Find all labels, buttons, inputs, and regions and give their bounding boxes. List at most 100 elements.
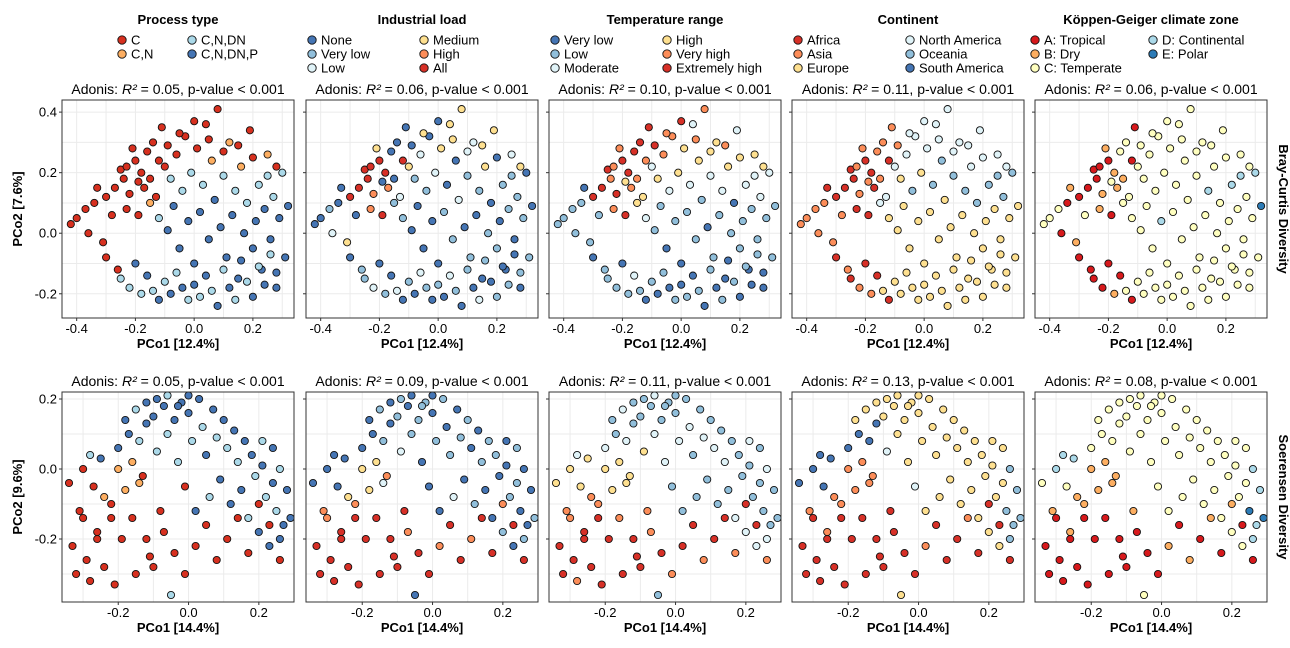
data-point	[837, 499, 846, 509]
data-point	[555, 541, 564, 551]
data-point	[457, 301, 466, 310]
panel-frame	[548, 391, 782, 603]
legend-label: High	[433, 47, 460, 62]
data-point	[849, 174, 858, 183]
data-point	[861, 259, 870, 268]
panel-frame	[548, 99, 782, 319]
data-point	[712, 283, 721, 292]
data-point	[970, 229, 979, 238]
legend-key-4-0	[1030, 35, 1040, 45]
data-point	[573, 576, 582, 586]
adonis-annotation: Adonis: R² = 0.05, p-value < 0.001	[71, 81, 284, 97]
data-point	[173, 401, 183, 411]
data-point	[519, 214, 528, 223]
legend-label: Low	[321, 61, 345, 76]
data-point	[745, 436, 754, 446]
data-point	[759, 506, 768, 516]
data-point	[706, 147, 715, 156]
data-point	[263, 150, 272, 159]
data-point	[1121, 138, 1131, 147]
y-tick-label: 0.0	[39, 226, 57, 241]
annotation-prefix: Adonis:	[71, 81, 122, 97]
data-point	[93, 183, 102, 192]
data-point	[902, 150, 911, 159]
data-point	[802, 569, 811, 579]
x-axis-title: PCo1 [12.4%]	[1110, 336, 1192, 351]
data-point	[925, 207, 935, 217]
data-point	[816, 576, 825, 586]
legend-label: North America	[919, 33, 1002, 48]
data-point	[368, 429, 377, 439]
data-point	[1221, 292, 1230, 301]
data-point	[125, 189, 134, 198]
data-point	[1075, 253, 1084, 262]
data-point	[931, 271, 940, 280]
data-point	[453, 405, 462, 414]
data-point	[1108, 436, 1117, 446]
data-point	[589, 192, 598, 201]
data-point	[955, 283, 964, 292]
data-point	[519, 534, 528, 544]
data-point	[1259, 513, 1268, 523]
data-point	[519, 555, 528, 565]
data-point	[608, 415, 617, 425]
data-point	[244, 548, 253, 558]
data-point	[419, 129, 428, 138]
data-point	[861, 156, 870, 165]
legend-label: Oceania	[919, 47, 968, 62]
data-point	[752, 520, 761, 530]
legend-label: Asia	[807, 47, 833, 62]
data-point	[1129, 506, 1138, 516]
data-point	[89, 482, 98, 491]
data-point	[523, 520, 532, 530]
data-point	[375, 156, 384, 165]
panel-0-0: Adonis: R² = 0.05, p-value < 0.001 -0.4 -0…	[35, 81, 295, 351]
annotation-prefix: Adonis:	[1044, 81, 1095, 97]
data-point	[641, 214, 650, 223]
data-point	[952, 253, 961, 262]
legend-label: Extremely high	[676, 61, 762, 76]
data-point	[1164, 506, 1173, 516]
data-point	[738, 217, 747, 226]
data-point	[413, 201, 422, 211]
data-point	[512, 443, 521, 453]
data-point	[914, 217, 923, 226]
data-point	[977, 450, 986, 460]
data-point	[771, 201, 780, 211]
legend-label: Medium	[433, 33, 479, 48]
data-point	[1233, 280, 1242, 289]
data-point	[466, 253, 475, 262]
data-point	[1012, 485, 1022, 495]
data-point	[145, 552, 154, 561]
legend-title: Temperature range	[607, 12, 724, 27]
data-point	[852, 204, 861, 214]
data-point	[937, 286, 946, 295]
data-point	[146, 198, 155, 207]
data-point	[265, 541, 274, 551]
data-point	[237, 485, 246, 495]
panel-frame	[61, 99, 295, 319]
data-point	[414, 415, 423, 425]
data-point	[840, 183, 849, 192]
data-point	[905, 129, 914, 138]
data-point	[1139, 590, 1149, 600]
data-point	[1151, 186, 1160, 195]
data-point	[254, 180, 263, 189]
x-axis-title: PCo1 [14.4%]	[867, 620, 949, 635]
legend-key-4-3	[1148, 35, 1158, 45]
data-point	[1206, 457, 1215, 467]
data-point	[410, 289, 419, 298]
data-point	[195, 292, 205, 301]
legend-key-1-5	[419, 63, 429, 73]
data-point	[641, 295, 650, 304]
data-point	[1198, 283, 1207, 292]
data-point	[216, 475, 225, 484]
data-point	[996, 250, 1005, 259]
data-point	[618, 569, 627, 579]
data-point	[1080, 211, 1089, 220]
data-point	[1231, 436, 1240, 446]
data-point	[173, 457, 183, 467]
data-point	[858, 457, 867, 467]
data-point	[1227, 262, 1236, 271]
data-point	[925, 292, 935, 301]
